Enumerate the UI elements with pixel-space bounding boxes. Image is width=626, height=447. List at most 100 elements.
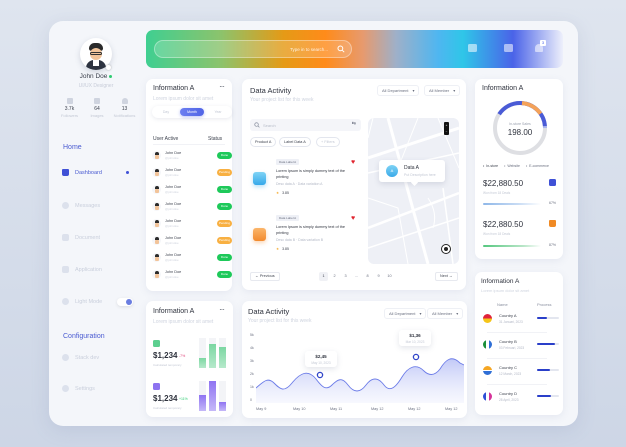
kpi-value: $1,234 <box>153 351 178 360</box>
next-button[interactable]: Next → <box>435 272 458 281</box>
add-filter-button[interactable]: + Filters <box>316 137 340 147</box>
progress-bar <box>537 395 559 397</box>
card-subtitle: Lorem ipsum dolor sit amet <box>153 96 214 102</box>
page-8[interactable]: 8 <box>366 274 369 278</box>
card-title: Information A <box>153 85 195 92</box>
chart-up-icon <box>253 172 266 185</box>
table-row[interactable]: John Doe @johndoe Done <box>152 148 232 162</box>
heart-icon[interactable]: ♥ <box>351 159 356 166</box>
locate-icon[interactable] <box>442 245 450 253</box>
card-title: Information A <box>481 278 520 285</box>
briefcase-icon <box>549 179 556 186</box>
list-item[interactable]: Country C 12 March, 2023 <box>481 362 561 382</box>
metric-value: $22,880.50 <box>483 220 524 229</box>
gear-icon <box>62 385 69 392</box>
notification-badge: 3 <box>540 40 546 46</box>
table-row[interactable]: John Doe @johndoe Done <box>152 250 232 264</box>
map-zoom-control[interactable]: + − <box>444 122 449 135</box>
page-2[interactable]: 2 <box>333 274 336 278</box>
header-bar: 3 <box>146 30 563 68</box>
map-view[interactable]: + − A Data A Put Description here <box>368 118 459 264</box>
sidebar-item-settings[interactable]: Settings <box>62 385 137 392</box>
filter-chip-product[interactable]: Product A <box>250 137 277 147</box>
page-ellipsis: ... <box>354 274 359 278</box>
search-icon[interactable] <box>337 45 345 53</box>
sidebar-item-document[interactable]: Document <box>62 234 137 241</box>
sidebar-item-stack-dev[interactable]: Stack dev <box>62 354 137 361</box>
progress-bar <box>483 203 541 205</box>
inbox-icon[interactable] <box>504 44 513 52</box>
sales-card: Information A In-store Sales 198.00 In-s… <box>475 79 563 259</box>
heart-icon[interactable]: ♥ <box>351 215 356 222</box>
metric-value: $22,880.50 <box>483 179 524 188</box>
search-box: ⇆ <box>250 119 361 131</box>
table-row[interactable]: John Doe @johndoe Pending <box>152 216 232 230</box>
donut-center-label: In-store Sales <box>509 122 531 126</box>
swap-icon[interactable]: ⇆ <box>351 121 356 127</box>
sidebar-item-application[interactable]: Application <box>62 266 137 273</box>
data-point[interactable] <box>412 353 420 361</box>
page-10[interactable]: 10 <box>387 274 392 278</box>
nav-heading-configuration: Configuration <box>63 333 105 340</box>
profile-role: UI/UX Designer <box>78 83 114 89</box>
donut-center-value: 198.00 <box>507 128 533 137</box>
user-avatar <box>152 184 161 194</box>
map-streets <box>368 118 459 264</box>
tab-day[interactable]: Day <box>162 110 170 114</box>
sidebar-item-dashboard[interactable]: Dashboard <box>62 169 137 176</box>
progress-bar <box>537 369 559 371</box>
chart-tooltip: $1,36 Mar 10, 2023 <box>399 330 431 346</box>
card-subtitle: Your project list for this week <box>248 318 312 324</box>
list-item[interactable]: Country B 03 Februari, 2023 <box>481 336 561 356</box>
table-row[interactable]: John Doe @johndoe Done <box>152 267 232 281</box>
chevron-down-icon: ▾ <box>419 311 422 316</box>
star-icon: ★ <box>276 191 280 195</box>
member-select[interactable]: All Member ▾ <box>424 85 461 96</box>
column-header-status: Status <box>208 136 223 142</box>
page-3[interactable]: 3 <box>344 274 347 278</box>
kpi-card: Information A Lorem ipsum dolor sit amet… <box>146 301 233 417</box>
active-indicator <box>126 171 129 174</box>
document-icon <box>62 234 69 241</box>
tab-year[interactable]: Year <box>214 110 222 114</box>
chart-up-icon <box>253 228 266 241</box>
list-item[interactable]: Country A 31 Januari, 2023 <box>481 310 561 330</box>
user-avatar <box>152 252 161 262</box>
contrast-icon <box>62 298 69 305</box>
country-card: Information A Lorem ipsum dolor sit amet… <box>475 272 563 415</box>
folder-icon[interactable] <box>468 44 477 52</box>
flag-icon <box>483 392 492 401</box>
data-activity-card: Data Activity Your project list for this… <box>242 79 466 290</box>
kpi-delta: -7% <box>179 354 186 358</box>
table-row[interactable]: John Doe @johndoe Pending <box>152 165 232 179</box>
page-1[interactable]: 1 <box>319 272 328 281</box>
tab-month[interactable]: Month <box>180 108 204 116</box>
kpi-delta: +11% <box>179 397 188 401</box>
table-row[interactable]: John Doe @johndoe Done <box>152 199 232 213</box>
bell-icon[interactable] <box>535 44 543 52</box>
table-row[interactable]: John Doe @johndoe Done <box>152 182 232 196</box>
flag-icon <box>483 340 492 349</box>
department-select[interactable]: All Department ▾ <box>384 308 427 319</box>
more-icon[interactable]: ··· <box>219 82 225 91</box>
avatar[interactable] <box>80 38 112 70</box>
progress-bar <box>483 245 541 247</box>
filter-chip-label[interactable]: Label Data A <box>279 137 311 147</box>
search-input[interactable] <box>163 44 328 55</box>
previous-button[interactable]: ← Previous <box>250 272 280 281</box>
department-select[interactable]: All Department ▾ <box>377 85 420 96</box>
kpi-icon <box>153 340 160 347</box>
search-input[interactable] <box>263 121 343 129</box>
sidebar-item-messages[interactable]: Messages <box>62 202 137 209</box>
column-header-name: Name <box>497 302 508 307</box>
light-mode-toggle[interactable] <box>117 297 133 306</box>
status-badge: Pending <box>217 219 232 227</box>
data-point[interactable] <box>316 371 324 379</box>
member-select[interactable]: All Member ▾ <box>427 308 464 319</box>
more-icon[interactable]: ··· <box>219 305 225 314</box>
chevron-down-icon: ▾ <box>412 88 415 93</box>
page-9[interactable]: 9 <box>377 274 380 278</box>
table-row[interactable]: John Doe @johndoe Pending <box>152 233 232 247</box>
list-item[interactable]: Country D 28 April, 2023 <box>481 388 561 408</box>
map-callout[interactable]: A Data A Put Description here <box>379 160 445 182</box>
